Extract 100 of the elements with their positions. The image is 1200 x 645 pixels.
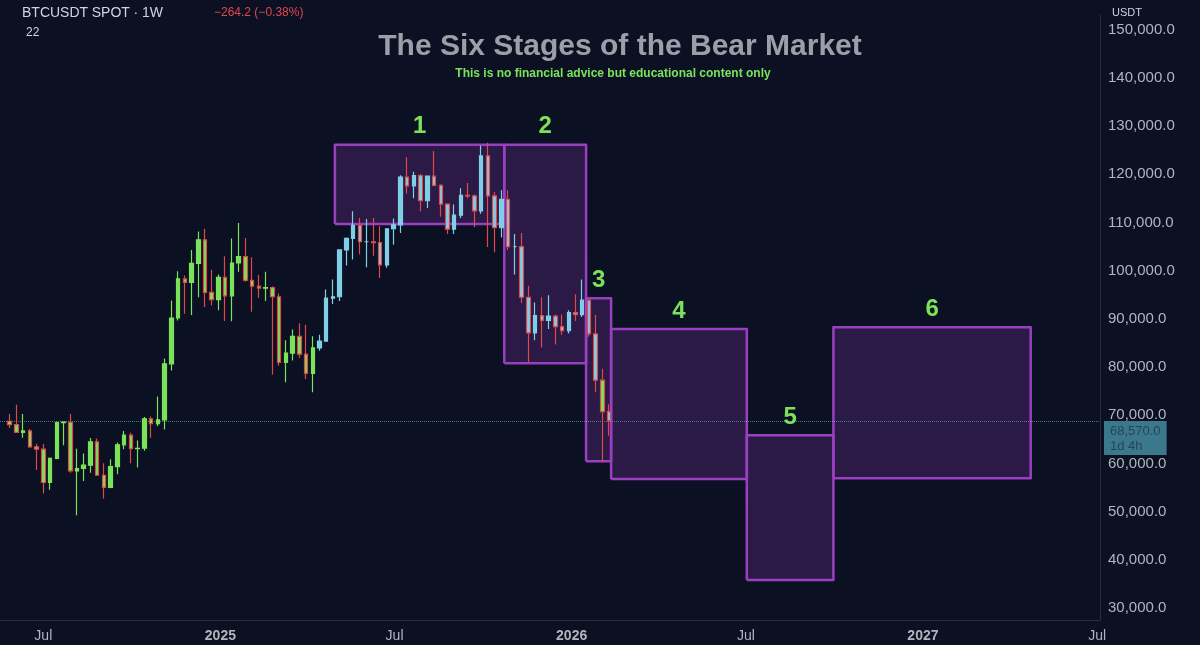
annotation: 6 [925,293,939,321]
candlestick [431,150,437,187]
x-tick-label: Jul [34,627,53,643]
annotation: 5 [783,401,797,429]
candlestick [471,193,478,228]
candlestick [121,430,127,450]
chart-title: The Six Stages of the Bear Market [378,27,862,61]
candlestick [74,448,80,516]
candlestick [310,335,316,393]
y-tick-label: 130,000.0 [1108,116,1175,134]
candlestick [54,421,60,460]
candlestick [438,183,444,218]
candlestick [424,175,431,209]
candlestick [188,249,195,316]
y-tick-label: 90,000.0 [1108,309,1167,326]
candlestick [175,270,181,321]
x-tick-label: 2025 [204,627,237,643]
candlestick [202,228,208,308]
candlestick [586,298,592,338]
candlestick [599,368,606,463]
candlestick [60,420,67,446]
candlestick [67,413,74,474]
candlestick [262,271,269,302]
annotation: −264.2 (−0.38%) [214,5,304,19]
y-tick-label: 70,000.0 [1108,405,1167,423]
candlestick [155,396,161,427]
y-tick-label: 140,000.0 [1108,67,1175,85]
candlestick [451,204,457,235]
candlestick [505,189,511,251]
candlestick [545,294,552,330]
candlestick [289,328,296,362]
candlestick [390,218,397,246]
x-tick-label: 2026 [556,627,588,643]
candlestick [134,439,141,469]
candlestick [283,339,289,383]
candlestick [444,202,451,235]
candlestick [20,413,26,439]
candlestick [572,293,579,322]
candlestick [606,403,612,437]
candlestick [208,269,215,307]
candlestick [33,443,40,471]
candlestick [195,231,202,298]
candlestick [343,236,350,266]
y-tick-label: 110,000.0 [1108,212,1174,230]
candlestick [276,292,282,367]
candlestick [235,222,242,273]
candlestick [316,334,323,352]
candlestick [330,278,336,305]
candlestick [148,415,154,439]
candlestick [485,142,491,248]
candlestick [592,314,599,393]
candlestick [532,301,538,341]
annotation: 3 [591,264,606,292]
y-tick-label: 40,000.0 [1108,550,1167,568]
candlestick [27,428,33,449]
candlestick [350,210,356,261]
candlestick [101,462,107,500]
candlestick [370,217,377,257]
candlestick [256,274,262,299]
candlestick [336,248,343,302]
candlestick [411,171,417,199]
candlestick [94,438,100,477]
candlestick [579,278,585,318]
x-tick-label: 2027 [907,627,939,643]
candlestick [303,324,309,380]
candlestick [80,452,87,482]
candlestick [215,273,222,311]
candlestick [357,217,363,255]
candlestick [539,296,545,349]
candlestick [229,237,235,322]
candlestick [525,285,532,364]
candlestick [552,314,559,346]
candlestick [417,173,424,212]
candlestick [13,404,20,434]
y-tick-label: 80,000.0 [1108,357,1167,375]
text: USDT [1112,5,1143,18]
candlestick [242,237,249,283]
candlestick [6,413,13,429]
candlestick [141,416,148,452]
candlestick [249,256,255,313]
x-tick-label: Jul [1088,627,1107,643]
candlestick [559,314,565,336]
candlestick [168,300,175,372]
y-tick-label: 50,000.0 [1108,501,1167,519]
y-tick-label: 150,000.0 [1108,19,1175,37]
candlestick [87,437,94,474]
candlestick [114,441,121,475]
y-tick-label: 120,000.0 [1108,164,1175,182]
candlestick [377,225,383,279]
candlestick [512,233,518,276]
candlestick [498,189,505,239]
candlestick [269,285,276,376]
annotation: 22 [26,25,40,39]
candlestick [47,456,53,491]
y-tick-label: 60,000.0 [1108,453,1167,471]
candlestick [518,232,525,304]
candlestick [566,309,572,335]
y-tick-label: 100,000.0 [1108,260,1175,278]
x-tick-label: Jul [736,627,755,643]
candlestick [40,443,47,495]
